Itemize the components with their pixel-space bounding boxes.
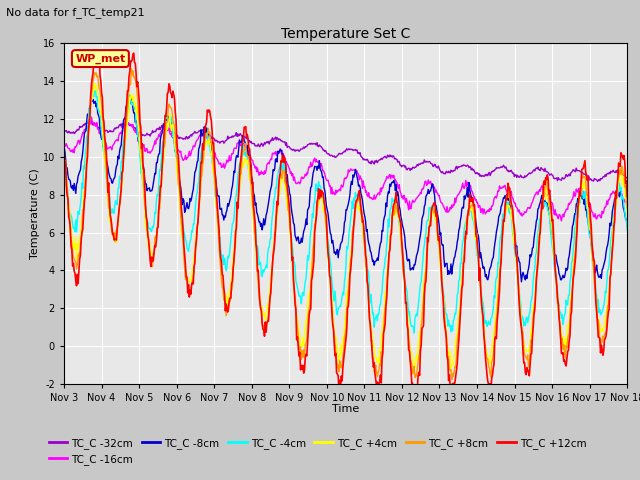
Text: No data for f_TC_temp21: No data for f_TC_temp21 [6,7,145,18]
Legend: TC_C -32cm, TC_C -16cm, TC_C -8cm, TC_C -4cm, TC_C +4cm, TC_C +8cm, TC_C +12cm: TC_C -32cm, TC_C -16cm, TC_C -8cm, TC_C … [44,433,591,469]
Title: Temperature Set C: Temperature Set C [281,27,410,41]
Text: WP_met: WP_met [76,53,125,64]
Y-axis label: Temperature (C): Temperature (C) [30,168,40,259]
X-axis label: Time: Time [332,405,359,414]
